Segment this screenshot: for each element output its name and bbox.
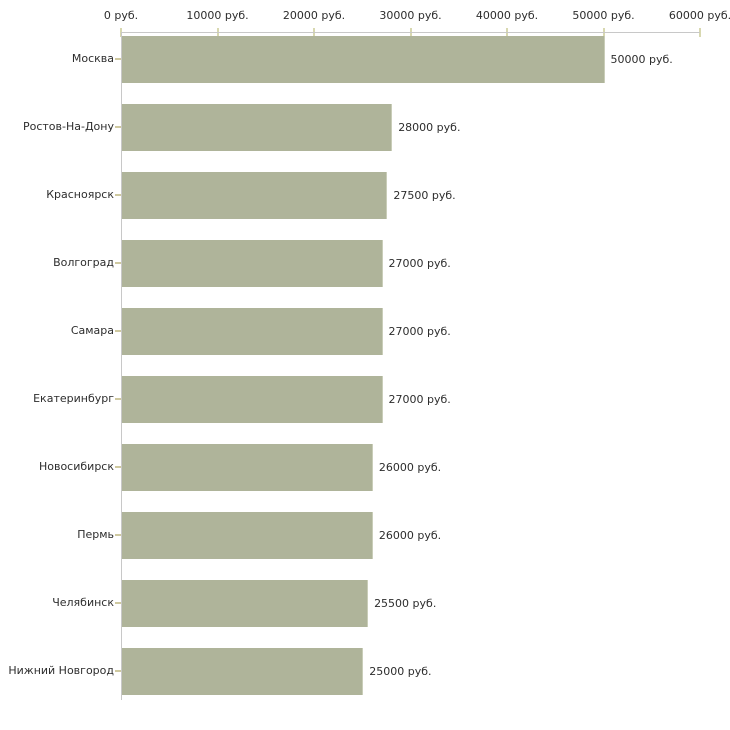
category-label: Красноярск xyxy=(46,188,114,201)
value-label: 27000 руб. xyxy=(388,393,451,406)
value-label: 26000 руб. xyxy=(378,461,442,474)
category-tick-mark xyxy=(115,261,121,264)
bar xyxy=(122,376,383,423)
x-axis-tick-label: 10000 руб. xyxy=(186,9,249,22)
plot-area: 50000 руб. 28000 руб. 27500 руб. 27000 руб.… xyxy=(121,32,700,700)
category-tick-mark xyxy=(115,193,121,196)
category-tick-mark xyxy=(115,465,121,468)
value-label: 27000 руб. xyxy=(388,325,451,338)
category-tick-mark xyxy=(115,125,121,128)
bar xyxy=(122,512,373,559)
category-label: Пермь xyxy=(77,528,114,541)
category-label: Новосибирск xyxy=(38,460,114,473)
x-axis-tick-label: 50000 руб. xyxy=(572,9,635,22)
bar xyxy=(122,240,383,287)
x-axis-tick-mark xyxy=(699,28,701,37)
bar xyxy=(122,308,383,355)
category-tick-mark xyxy=(115,669,121,672)
bar xyxy=(122,104,393,151)
category-label: Москва xyxy=(71,52,114,65)
bar xyxy=(122,648,364,695)
x-axis-tick-label: 30000 руб. xyxy=(379,9,442,22)
value-label: 50000 руб. xyxy=(610,53,673,66)
x-axis-tick-label: 0 руб. xyxy=(103,9,139,22)
bar xyxy=(122,36,605,83)
value-label: 28000 руб. xyxy=(398,121,461,134)
x-axis-tick-label: 40000 руб. xyxy=(475,9,539,22)
category-label: Ростов-На-Дону xyxy=(22,120,114,133)
category-tick-mark xyxy=(115,533,121,536)
category-label: Нижний Новгород xyxy=(8,664,114,677)
value-label: 27000 руб. xyxy=(388,257,451,270)
value-label: 27500 руб. xyxy=(393,189,456,202)
value-label: 25500 руб. xyxy=(374,597,437,610)
category-label: Волгоград xyxy=(53,256,114,269)
category-label: Екатеринбург xyxy=(33,392,114,405)
category-tick-mark xyxy=(115,329,121,332)
x-axis-tick-label: 20000 руб. xyxy=(282,9,346,22)
value-label: 26000 руб. xyxy=(378,529,442,542)
x-axis-tick-label: 60000 руб. xyxy=(668,9,730,22)
category-tick-mark xyxy=(115,397,121,400)
bar xyxy=(122,444,373,491)
category-label: Самара xyxy=(70,324,114,337)
bar xyxy=(122,172,388,219)
category-tick-mark xyxy=(115,601,121,604)
category-tick-mark xyxy=(115,57,121,60)
value-label: 25000 руб. xyxy=(369,665,432,678)
bar xyxy=(122,580,369,627)
category-label: Челябинск xyxy=(52,596,114,609)
